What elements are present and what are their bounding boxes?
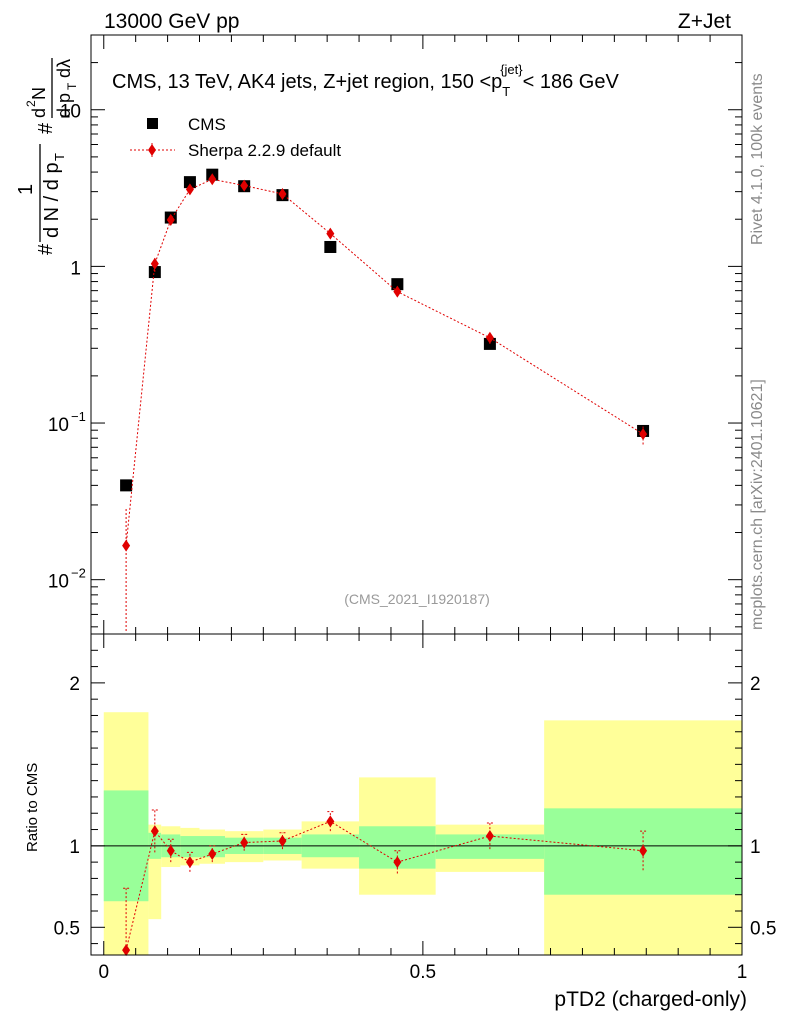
cms-point (324, 240, 337, 253)
watermark: (CMS_2021_I1920187) (344, 591, 490, 607)
ratio-y-tick-labels: 0.5 0.5 1 1 2 2 (54, 674, 777, 939)
main-title: CMS, 13 TeV, AK4 jets, Z+jet region, 150… (112, 62, 619, 99)
svg-text:dλ: dλ (54, 59, 74, 78)
x-tick-labels: 0 0.5 1 (98, 962, 747, 983)
main-y-tick-label: 10 (48, 572, 69, 593)
ratio-sherpa-point (240, 836, 249, 849)
svg-text:N: N (29, 87, 49, 100)
main-y-axis-label: # d N / d p T 1 # d 2 N d p T dλ (15, 58, 79, 255)
svg-text:d: d (29, 108, 49, 118)
main-y-tick-exponent: −2 (71, 566, 86, 581)
sherpa-point (150, 257, 159, 270)
svg-text:T: T (52, 153, 67, 161)
ratio-y-tick-label-right: 2 (750, 674, 761, 695)
cms-point (120, 479, 133, 492)
svg-text:#: # (35, 243, 57, 255)
ratio-sherpa-point (393, 856, 402, 869)
sherpa-point (278, 187, 287, 200)
ratio-y-tick-label: 0.5 (54, 918, 80, 939)
ratio-sherpa-point (150, 825, 159, 838)
ratio-sherpa-point (278, 834, 287, 847)
x-tick-label: 1 (737, 962, 748, 983)
x-tick-label: 0 (98, 962, 109, 983)
ratio-y-tick-label-right: 1 (750, 837, 761, 858)
ratio-sherpa-point (122, 944, 131, 957)
sherpa-point (393, 285, 402, 298)
sherpa-point (166, 213, 175, 226)
ratio-sherpa-point (208, 847, 217, 860)
legend-sherpa-label: Sherpa 2.2.9 default (188, 141, 341, 160)
ratio-y-axis-label: Ratio to CMS (24, 763, 41, 852)
svg-text:1: 1 (15, 184, 37, 195)
legend-cms-marker (147, 118, 158, 129)
sherpa-line (125, 178, 644, 546)
ratio-sherpa-line (125, 820, 644, 951)
main-y-tick-label: 10 (60, 102, 81, 123)
ratio-uncertainty-bands (103, 712, 742, 955)
ratio-y-tick-label: 2 (69, 674, 80, 695)
header-left: 13000 GeV pp (104, 10, 239, 33)
svg-text:#: # (35, 122, 57, 134)
sherpa-point (326, 227, 335, 240)
ratio-y-tick-label: 1 (69, 837, 80, 858)
ratio-sherpa-point (326, 815, 335, 828)
main-y-tick-label: 1 (70, 258, 81, 279)
main-y-tick-exponent: −1 (71, 409, 86, 424)
legend-sherpa-marker (148, 144, 156, 156)
ratio-panel-frame (90, 633, 743, 956)
svg-text:d p: d p (54, 93, 74, 118)
ratio-panel-ticks (91, 634, 743, 955)
svg-text:d N / d p: d N / d p (41, 162, 63, 238)
sherpa-point (208, 173, 217, 186)
main-panel-ticks (91, 34, 743, 634)
svg-text:2: 2 (24, 100, 38, 107)
x-tick-label: 0.5 (410, 962, 436, 983)
legend: CMS Sherpa 2.2.9 default (130, 115, 341, 160)
green-band (180, 836, 200, 858)
ratio-sherpa-point (185, 856, 194, 869)
header-right: Z+Jet (678, 10, 731, 33)
main-series (120, 168, 650, 632)
cms-point (391, 278, 404, 291)
sherpa-point (639, 428, 648, 441)
cms-point (183, 176, 196, 189)
ratio-series (122, 809, 648, 957)
ratio-y-tick-label-right: 0.5 (750, 918, 776, 939)
sherpa-point (485, 331, 494, 344)
ratio-sherpa-point (485, 830, 494, 843)
ratio-sherpa-point (166, 844, 175, 857)
main-y-tick-label: 10 (48, 415, 69, 436)
legend-cms-label: CMS (188, 115, 226, 134)
sherpa-point (122, 539, 131, 552)
ratio-sherpa-point (639, 844, 648, 857)
sherpa-point (185, 183, 194, 196)
mcplots-label: mcplots.cern.ch [arXiv:2401.10621] (749, 379, 766, 630)
x-axis-label: pTD2 (charged-only) (554, 988, 747, 1011)
sherpa-point (240, 179, 249, 192)
rivet-label: Rivet 4.1.0, 100k events (749, 73, 766, 245)
svg-text:T: T (65, 82, 79, 90)
